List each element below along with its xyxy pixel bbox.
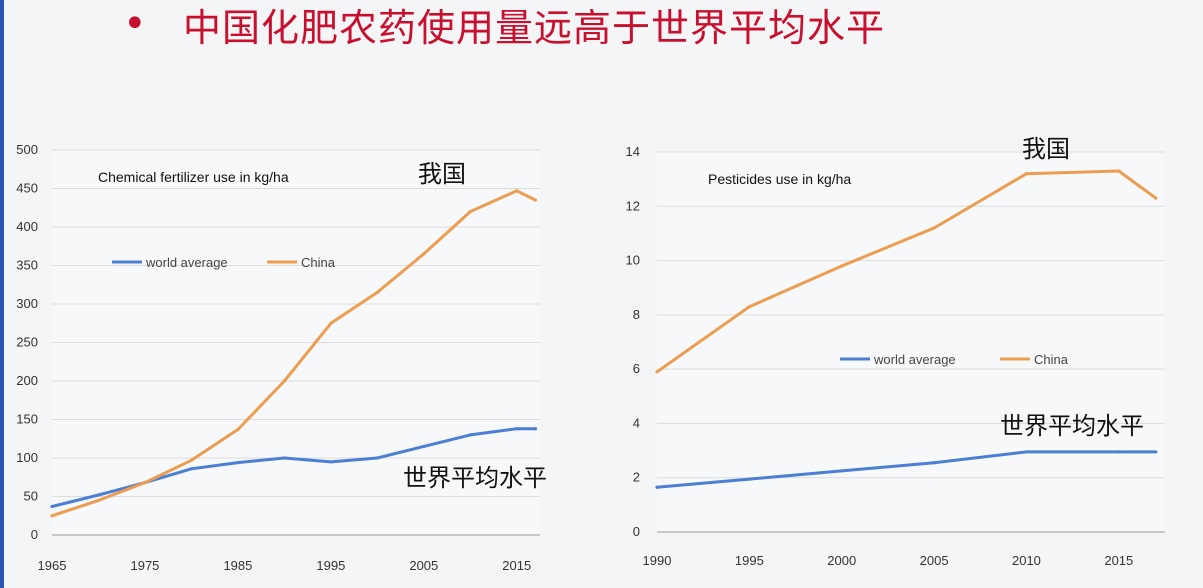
legend-label: China xyxy=(1034,352,1069,367)
y-tick-label: 14 xyxy=(626,144,640,159)
legend-label: China xyxy=(301,255,336,270)
y-tick-label: 250 xyxy=(16,335,38,350)
x-tick-label: 2000 xyxy=(827,553,856,568)
data-point-world-average xyxy=(468,433,472,437)
data-point-china xyxy=(96,498,101,502)
y-tick-label: 150 xyxy=(16,412,38,427)
data-point-china xyxy=(189,458,194,462)
slide-left-edge xyxy=(0,0,4,588)
data-point-china xyxy=(515,189,519,193)
data-point-world-average xyxy=(50,504,54,509)
y-tick-label: 100 xyxy=(16,450,38,465)
plot-area-1 xyxy=(657,152,1165,532)
x-tick-label: 2005 xyxy=(920,553,949,568)
data-point-world-average xyxy=(422,444,426,449)
y-tick-label: 200 xyxy=(16,373,38,388)
annotation-world-average: 世界平均水平 xyxy=(1000,412,1144,440)
y-tick-label: 500 xyxy=(16,142,38,157)
y-tick-label: 400 xyxy=(16,219,38,234)
y-tick-label: 6 xyxy=(633,361,640,376)
x-tick-label: 1995 xyxy=(735,553,764,568)
x-tick-label: 1965 xyxy=(38,558,67,573)
data-point-world-average xyxy=(747,477,751,481)
data-point-china xyxy=(932,226,936,230)
data-point-china xyxy=(422,252,426,256)
data-point-world-average xyxy=(1154,450,1158,454)
title-bullet: • xyxy=(123,1,147,47)
annotation-china: 我国 xyxy=(1022,135,1070,163)
slide-title: 中国化肥农药使用量远高于世界平均水平 xyxy=(183,6,886,50)
x-tick-label: 1975 xyxy=(130,558,159,573)
data-point-china xyxy=(840,264,844,268)
data-point-world-average xyxy=(515,427,519,431)
data-point-china xyxy=(375,290,379,295)
y-tick-label: 2 xyxy=(633,470,640,485)
data-point-china xyxy=(747,305,751,309)
data-point-china xyxy=(50,514,54,518)
data-point-world-average xyxy=(655,485,659,489)
y-tick-label: 300 xyxy=(16,296,38,311)
x-tick-label: 1990 xyxy=(643,553,672,568)
x-tick-label: 2010 xyxy=(1012,553,1041,568)
data-point-world-average xyxy=(1117,450,1121,454)
y-tick-label: 12 xyxy=(626,198,640,213)
y-tick-label: 10 xyxy=(626,253,640,268)
data-point-world-average xyxy=(375,456,379,460)
annotation-china: 我国 xyxy=(418,160,466,188)
y-tick-label: 450 xyxy=(16,181,38,196)
series-line-china xyxy=(50,189,537,518)
data-point-world-average xyxy=(1024,450,1029,454)
y-tick-label: 0 xyxy=(31,527,38,542)
x-tick-label: 2015 xyxy=(502,558,531,573)
data-point-world-average xyxy=(189,467,194,471)
y-tick-label: 350 xyxy=(16,258,38,273)
y-tick-label: 4 xyxy=(633,415,640,430)
data-point-china xyxy=(1117,169,1121,173)
data-point-china xyxy=(655,370,659,374)
legend-label: world average xyxy=(145,255,228,270)
y-tick-label: 0 xyxy=(633,524,640,539)
data-point-china xyxy=(1154,196,1158,200)
annotation-world-average: 世界平均水平 xyxy=(403,464,547,492)
data-point-china xyxy=(533,198,537,202)
y-tick-label: 8 xyxy=(633,307,640,322)
chart-title: Chemical fertilizer use in kg/ha xyxy=(98,169,289,185)
x-tick-label: 1985 xyxy=(223,558,252,573)
x-tick-label: 1995 xyxy=(316,558,345,573)
data-point-china xyxy=(143,481,147,485)
data-point-world-average xyxy=(533,427,537,431)
legend-label: world average xyxy=(873,352,956,367)
data-point-china xyxy=(329,321,333,325)
data-point-china xyxy=(282,379,286,383)
data-point-china xyxy=(236,427,240,432)
data-point-world-average xyxy=(329,460,333,464)
data-point-world-average xyxy=(236,461,240,465)
y-tick-label: 50 xyxy=(24,489,38,504)
data-point-world-average xyxy=(282,456,286,460)
data-point-world-average xyxy=(840,469,844,473)
chart-title: Pesticides use in kg/ha xyxy=(708,171,851,187)
data-point-china xyxy=(468,210,472,214)
x-tick-label: 2015 xyxy=(1104,553,1133,568)
slide-header: • 中国化肥农药使用量远高于世界平均水平 xyxy=(0,0,1203,62)
data-point-world-average xyxy=(96,493,101,497)
data-point-china xyxy=(1024,172,1029,176)
data-point-world-average xyxy=(932,461,936,465)
x-tick-label: 2005 xyxy=(409,558,438,573)
